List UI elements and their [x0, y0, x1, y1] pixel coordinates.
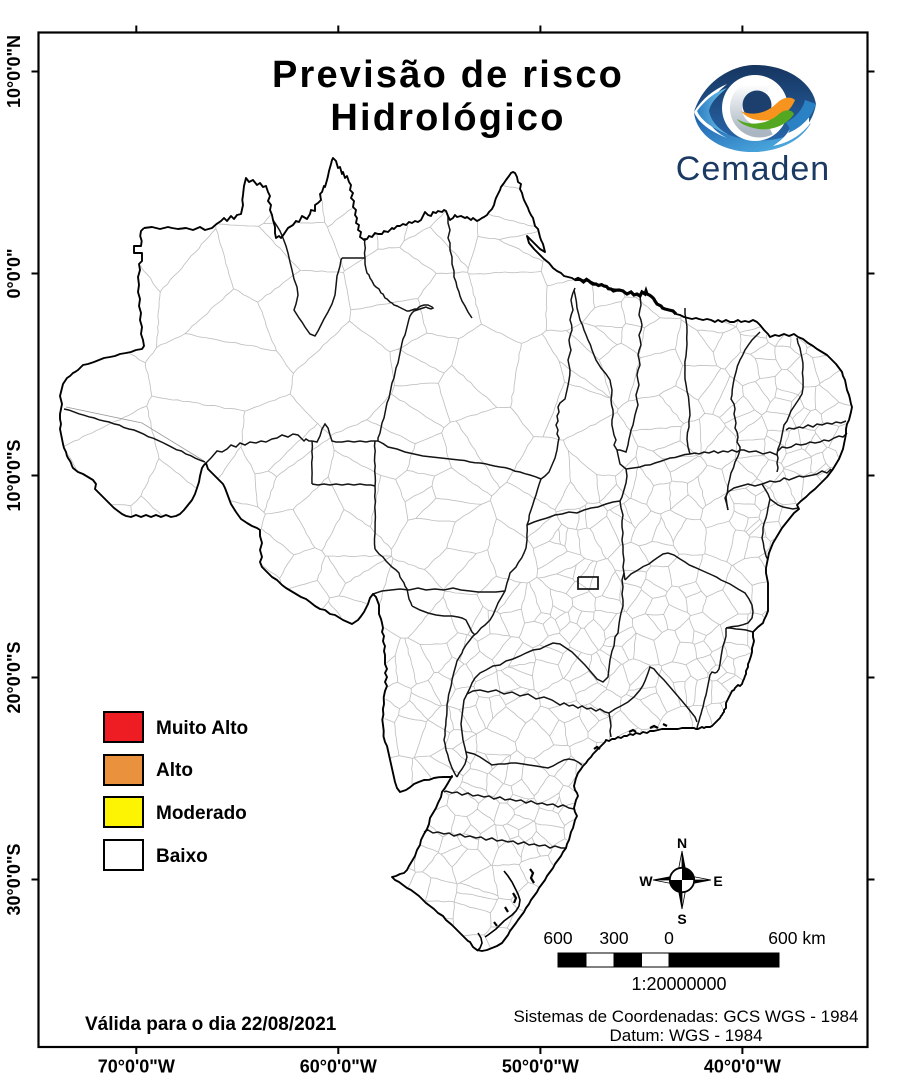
svg-text:10°0'0"N: 10°0'0"N	[4, 35, 24, 108]
svg-text:30°0'0"S: 30°0'0"S	[4, 843, 24, 915]
svg-text:Sistemas de Coordenadas: GCS W: Sistemas de Coordenadas: GCS WGS - 1984	[514, 1007, 859, 1026]
svg-text:Hidrológico: Hidrológico	[330, 97, 565, 139]
svg-text:50°0'0"W: 50°0'0"W	[502, 1057, 579, 1077]
svg-text:N: N	[677, 835, 687, 851]
svg-text:20°0'0"S: 20°0'0"S	[4, 641, 24, 713]
svg-text:600: 600	[543, 928, 572, 948]
svg-text:Válida para o dia 22/08/2021: Válida para o dia 22/08/2021	[85, 1014, 337, 1035]
svg-text:Datum: WGS - 1984: Datum: WGS - 1984	[609, 1026, 762, 1045]
svg-text:0: 0	[664, 928, 674, 948]
svg-text:0°0'0": 0°0'0"	[4, 248, 24, 298]
svg-text:E: E	[713, 873, 722, 889]
svg-text:10°0'0"S: 10°0'0"S	[4, 439, 24, 511]
svg-text:40°0'0"W: 40°0'0"W	[704, 1057, 781, 1077]
svg-text:600 km: 600 km	[768, 928, 825, 948]
svg-text:Muito Alto: Muito Alto	[156, 718, 248, 739]
svg-text:Previsão de risco: Previsão de risco	[272, 54, 624, 96]
svg-text:1:20000000: 1:20000000	[631, 974, 726, 994]
svg-text:Cemaden: Cemaden	[676, 150, 830, 188]
svg-text:70°0'0"W: 70°0'0"W	[98, 1057, 175, 1077]
svg-text:300: 300	[599, 928, 628, 948]
svg-text:60°0'0"W: 60°0'0"W	[300, 1057, 377, 1077]
svg-text:Moderado: Moderado	[156, 803, 247, 824]
svg-text:Baixo: Baixo	[156, 846, 208, 867]
svg-text:S: S	[677, 911, 686, 927]
svg-text:Alto: Alto	[156, 760, 193, 781]
svg-text:W: W	[639, 873, 653, 889]
